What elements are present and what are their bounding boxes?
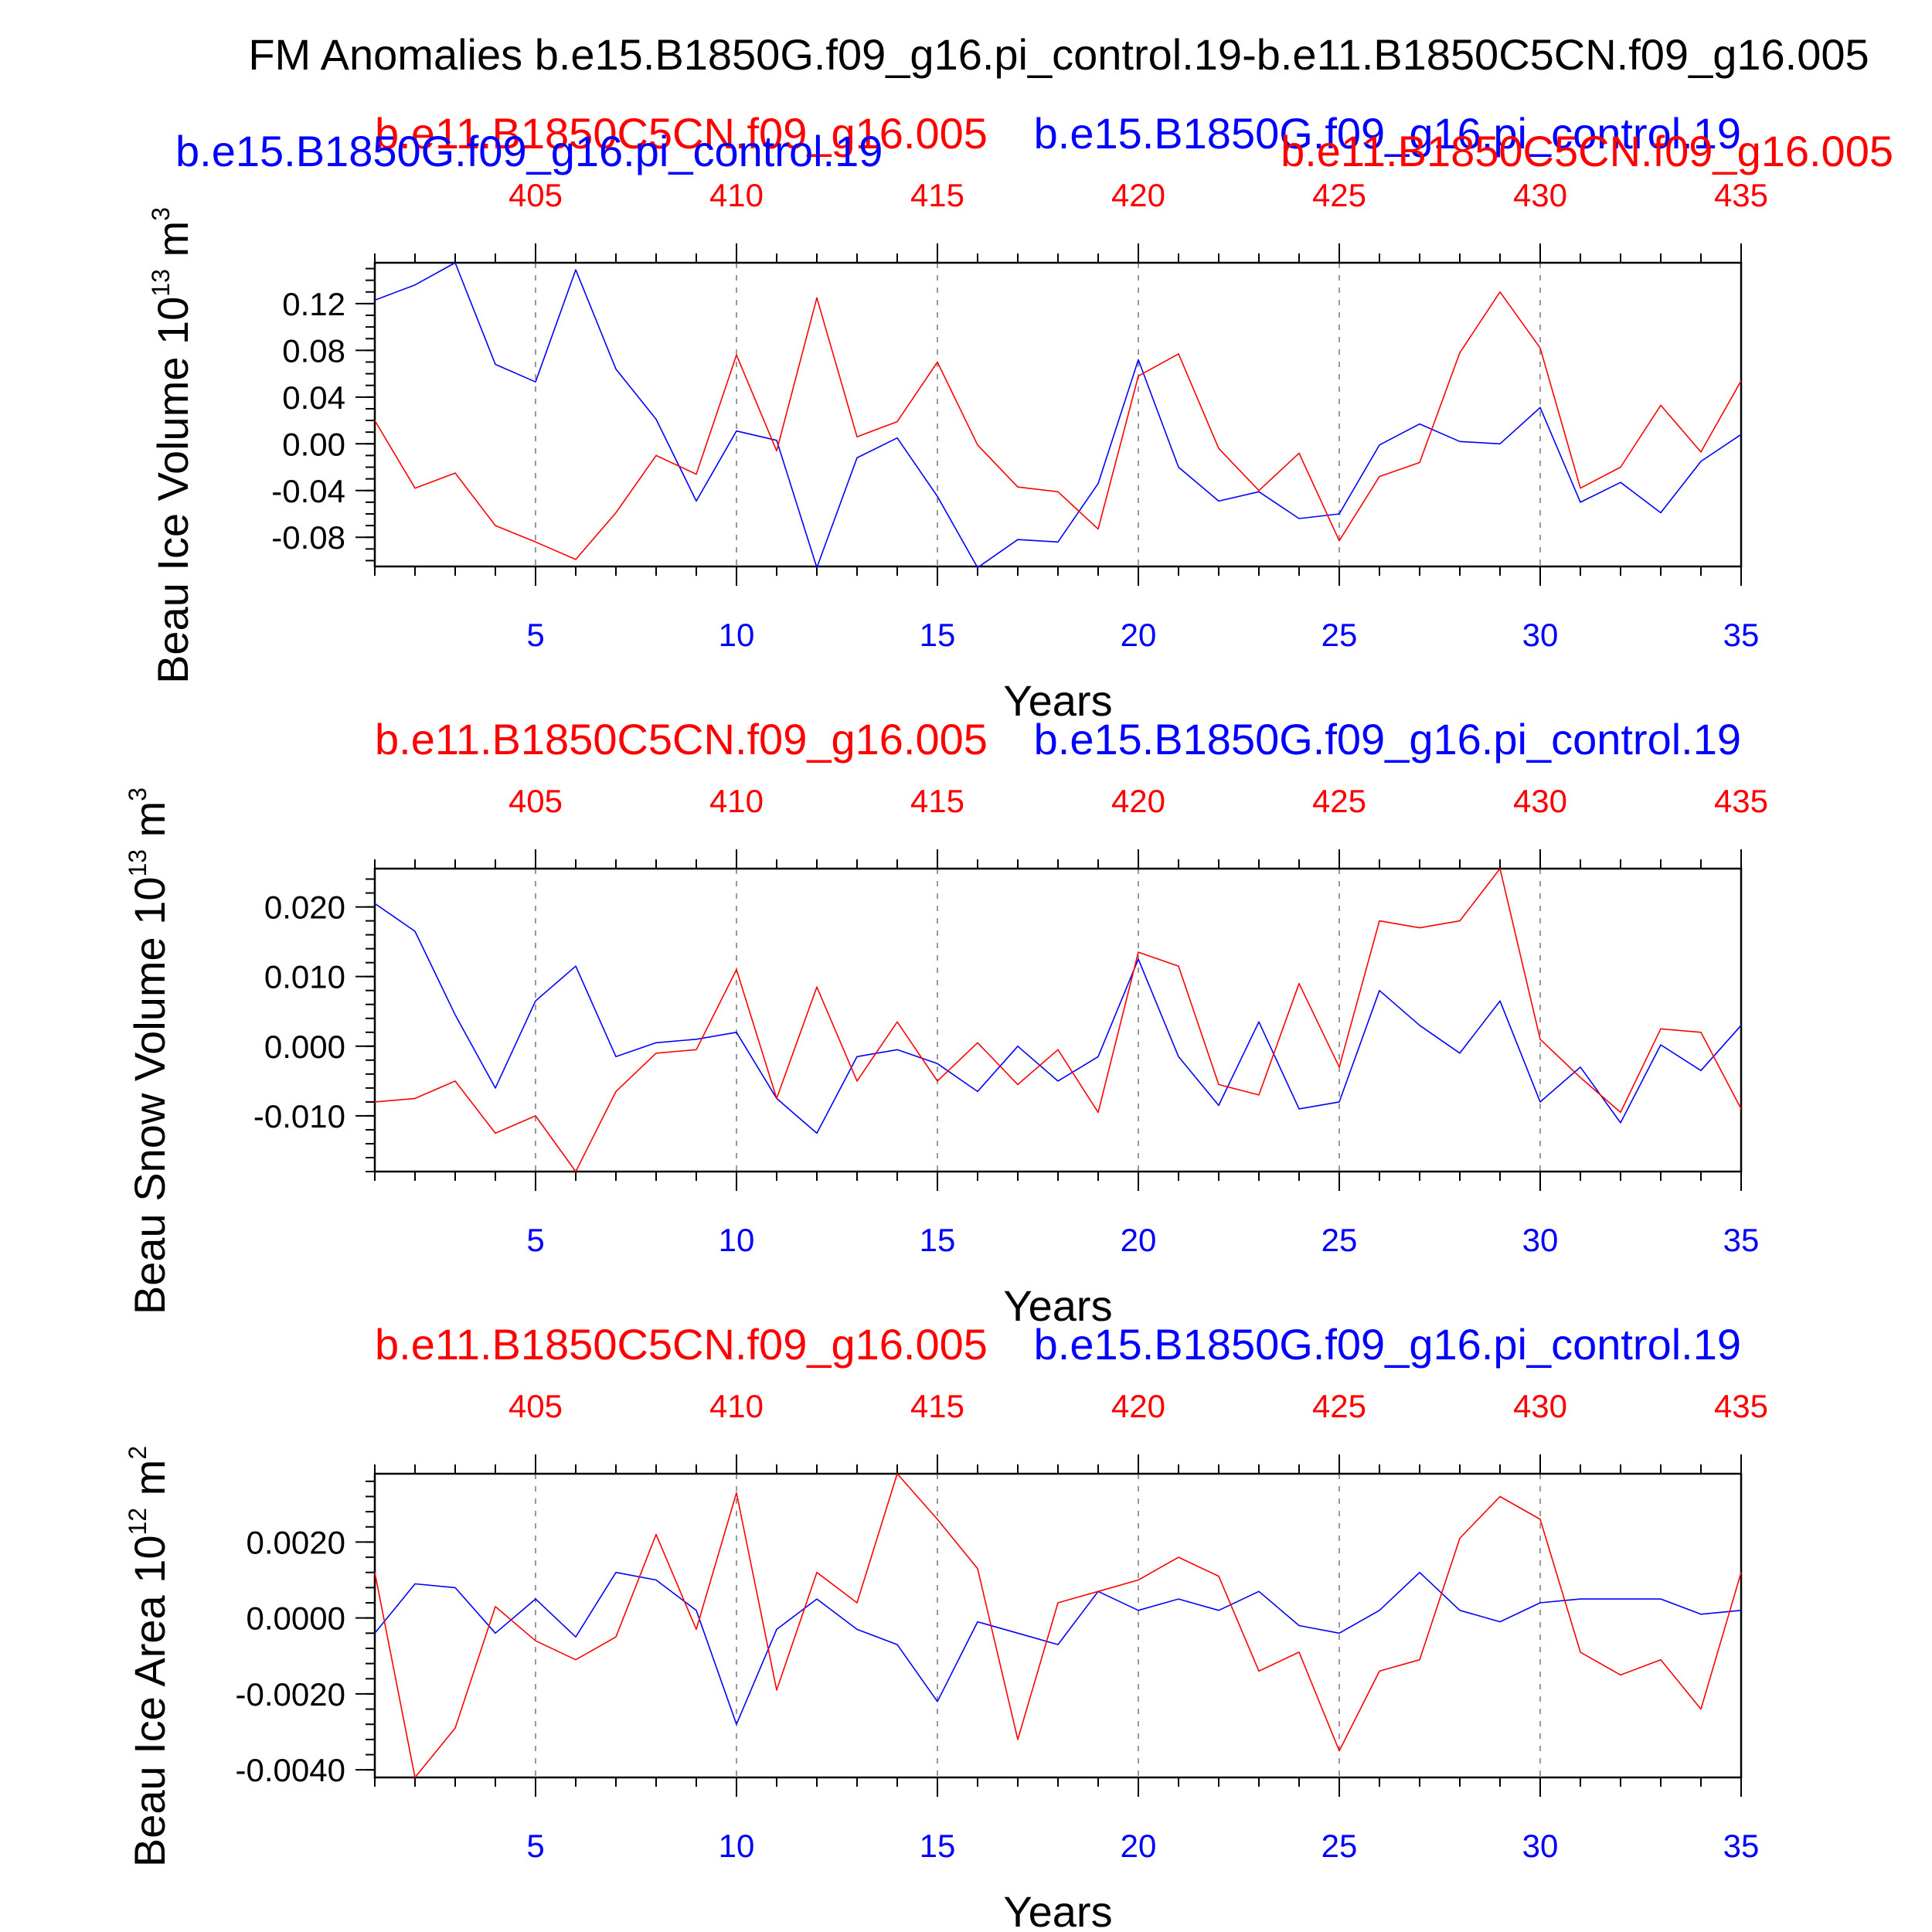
top-x-tick-label: 435 (1714, 1388, 1768, 1424)
series-line-red (374, 868, 1742, 1172)
top-x-tick-label: 410 (709, 783, 764, 819)
series-line-red (374, 291, 1742, 560)
y-tick-label: 0.12 (282, 286, 345, 322)
top-x-tick-label: 420 (1111, 177, 1165, 213)
top-x-tick-label: 405 (509, 177, 563, 213)
y-axis-title: Beau Snow Volume 1013 m3 (124, 787, 174, 1315)
y-tick-label: 0.020 (264, 889, 345, 926)
series-line-red (374, 1473, 1742, 1778)
x-tick-label: 5 (526, 1828, 544, 1864)
top-x-tick-label: 425 (1312, 177, 1366, 213)
x-tick-label: 25 (1321, 1222, 1358, 1258)
x-axis-title: Years (1003, 1281, 1112, 1330)
x-tick-label: 10 (719, 617, 755, 653)
y-tick-label: 0.0020 (247, 1524, 345, 1560)
y-tick-label: -0.0040 (236, 1752, 345, 1788)
top-x-tick-label: 415 (910, 1388, 964, 1424)
x-tick-label: 30 (1522, 1222, 1559, 1258)
y-tick-label: -0.08 (271, 519, 345, 556)
top-x-tick-label: 425 (1312, 783, 1366, 819)
x-tick-label: 35 (1723, 1828, 1760, 1864)
y-tick-label: 0.000 (264, 1029, 345, 1065)
series-line-blue (374, 262, 1742, 569)
legend-label: b.e15.B1850G.f09_g16.pi_control.19 (175, 127, 883, 175)
y-tick-label: -0.010 (253, 1098, 345, 1134)
legend-label: b.e11.B1850C5CN.f09_g16.005 (375, 109, 988, 158)
x-tick-label: 35 (1723, 617, 1760, 653)
legend-label: b.e11.B1850C5CN.f09_g16.005 (375, 1320, 988, 1369)
top-x-tick-label: 410 (709, 1388, 764, 1424)
legend-label: b.e15.B1850G.f09_g16.pi_control.19 (1034, 715, 1741, 764)
y-tick-label: 0.04 (282, 379, 345, 416)
y-tick-label: 0.0000 (247, 1600, 345, 1637)
top-x-tick-label: 405 (509, 1388, 563, 1424)
x-tick-label: 30 (1522, 1828, 1559, 1864)
chart-panel-2: 5 10 15 20 25 30 35 405 410 415 420 425 430 435 0.020 0… (124, 715, 1768, 1330)
x-tick-label: 30 (1522, 617, 1559, 653)
y-axis-title: Beau Ice Volume 1013 m3 (147, 207, 197, 684)
y-tick-label: 0.08 (282, 332, 345, 369)
x-axis-title: Years (1003, 676, 1112, 725)
legend-label: b.e11.B1850C5CN.f09_g16.005 (375, 715, 988, 764)
main-title: FM Anomalies b.e15.B1850G.f09_g16.pi_con… (248, 30, 1869, 79)
x-tick-label: 15 (920, 1222, 956, 1258)
chart-panel-3: 5 10 15 20 25 30 35 405 410 415 420 425 430 435 0.0020… (124, 1320, 1768, 1932)
top-x-tick-label: 425 (1312, 1388, 1366, 1424)
series-line-blue (374, 1571, 1742, 1725)
y-tick-label: -0.04 (271, 473, 345, 509)
top-x-tick-label: 410 (709, 177, 764, 213)
y-tick-label: -0.0020 (236, 1676, 345, 1713)
plot-frame (373, 261, 1743, 568)
top-x-tick-label: 420 (1111, 1388, 1165, 1424)
x-tick-label: 15 (920, 617, 956, 653)
x-tick-label: 25 (1321, 617, 1358, 653)
x-tick-label: 20 (1121, 1222, 1157, 1258)
x-tick-label: 10 (719, 1828, 755, 1864)
series-line-blue (374, 903, 1742, 1134)
x-tick-label: 20 (1121, 1828, 1157, 1864)
y-tick-label: 0.010 (264, 959, 345, 995)
legend-label: b.e15.B1850G.f09_g16.pi_control.19 (1034, 1320, 1741, 1369)
top-x-tick-label: 430 (1513, 783, 1567, 819)
x-tick-label: 5 (526, 1222, 544, 1258)
x-tick-label: 35 (1723, 1222, 1760, 1258)
y-tick-label: 0.00 (282, 426, 345, 462)
top-x-tick-label: 430 (1513, 1388, 1567, 1424)
x-tick-label: 10 (719, 1222, 755, 1258)
top-x-tick-label: 415 (910, 783, 964, 819)
top-x-tick-label: 430 (1513, 177, 1567, 213)
x-tick-label: 20 (1121, 617, 1157, 653)
x-tick-label: 5 (526, 617, 544, 653)
plot-frame (373, 1472, 1743, 1779)
x-axis-title: Years (1003, 1887, 1112, 1932)
x-tick-label: 15 (920, 1828, 956, 1864)
top-x-tick-label: 405 (509, 783, 563, 819)
top-x-tick-label: 415 (910, 177, 964, 213)
x-tick-label: 25 (1321, 1828, 1358, 1864)
chart-panel-1: 5 10 15 20 25 30 35 405 410 415 420 425 430 435 0.12 0.… (147, 109, 1893, 725)
top-x-tick-label: 420 (1111, 783, 1165, 819)
legend-label: b.e15.B1850G.f09_g16.pi_control.19 (1034, 109, 1741, 158)
top-x-tick-label: 435 (1714, 177, 1768, 213)
legend-label: b.e11.B1850C5CN.f09_g16.005 (1281, 127, 1893, 175)
top-x-tick-label: 435 (1714, 783, 1768, 819)
y-axis-title: Beau Ice Area 1012 m2 (124, 1446, 174, 1867)
